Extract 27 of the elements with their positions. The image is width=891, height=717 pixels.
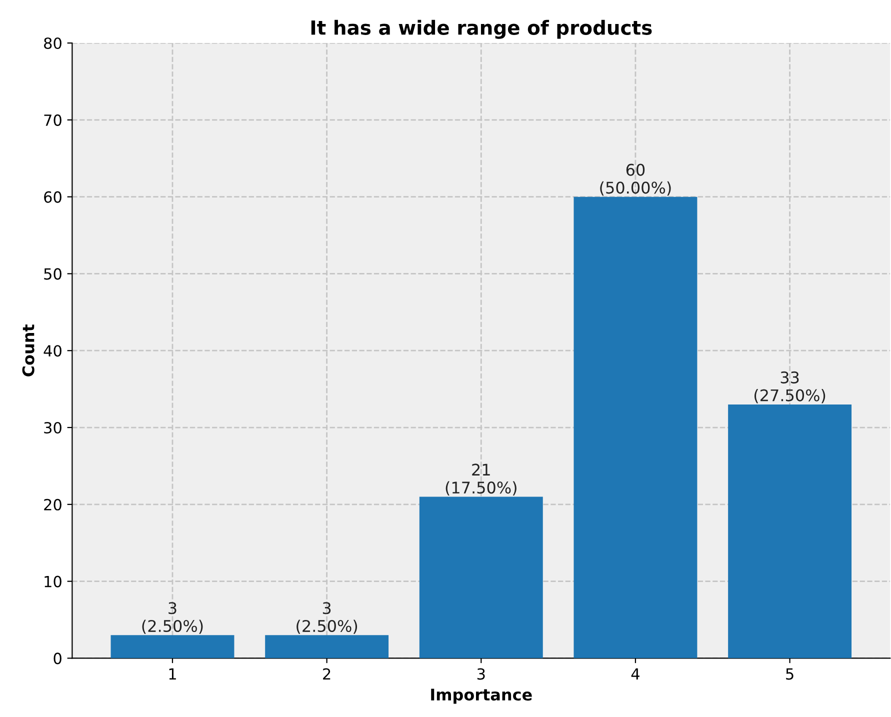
y-tick-label: 20	[44, 498, 62, 510]
y-tick-label: 50	[44, 268, 62, 280]
x-tick-label: 1	[169, 668, 176, 680]
y-tick-label: 10	[44, 576, 62, 588]
x-tick-label: 2	[323, 668, 330, 680]
y-axis-title: Count	[22, 324, 34, 376]
y-tick-label: 80	[44, 37, 62, 50]
x-tick-label: 4	[631, 668, 640, 680]
data-label: 21 (17.50%)	[446, 464, 516, 496]
x-axis-title: Importance	[431, 688, 532, 704]
bar	[419, 496, 543, 658]
data-label: 60 (50.00%)	[600, 164, 671, 196]
x-tick-label: 3	[477, 668, 485, 680]
y-tick-label: 60	[44, 191, 62, 203]
data-label: 3 (2.50%)	[142, 602, 203, 634]
chart-title: It has a wide range of products	[311, 20, 652, 39]
bar	[265, 635, 389, 658]
bar	[728, 404, 852, 658]
y-tick-label: 40	[44, 345, 62, 357]
bar	[110, 635, 234, 658]
y-tick-label: 70	[44, 114, 62, 126]
data-label: 3 (2.50%)	[296, 602, 358, 634]
y-tick-label: 30	[44, 422, 62, 434]
bar	[574, 196, 698, 658]
y-tick-label: 0	[54, 652, 62, 664]
data-label: 33 (27.50%)	[754, 371, 826, 404]
x-tick-label: 5	[786, 668, 794, 680]
